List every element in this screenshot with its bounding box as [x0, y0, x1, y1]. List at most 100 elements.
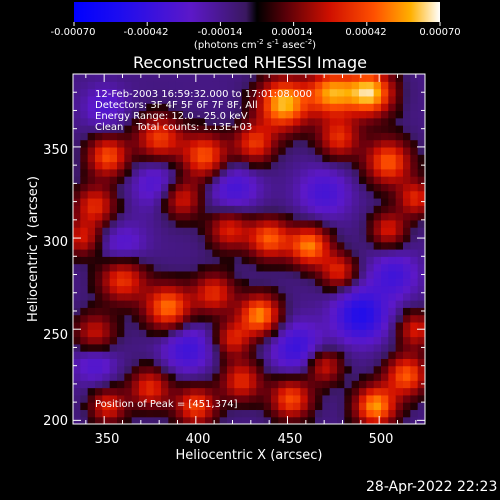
heatmap-cell	[241, 380, 250, 389]
heatmap-cell	[227, 110, 235, 119]
heatmap-cell	[256, 88, 265, 97]
heatmap-cell	[124, 95, 133, 104]
heatmap-cell	[329, 285, 338, 294]
heatmap-cell	[249, 212, 257, 221]
heatmap-cell	[366, 139, 375, 148]
heatmap-cell	[300, 132, 309, 141]
heatmap-cell	[293, 285, 301, 294]
heatmap-cell	[263, 321, 272, 330]
heatmap-cell	[410, 234, 419, 243]
heatmap-cell	[197, 336, 206, 345]
heatmap-cell	[161, 81, 169, 90]
heatmap-cell	[219, 292, 228, 301]
heatmap-cell	[117, 365, 125, 374]
heatmap-cell	[219, 190, 228, 199]
heatmap-cell	[344, 321, 353, 330]
heatmap-cell	[146, 409, 155, 418]
heatmap-cell	[241, 227, 250, 236]
heatmap-cell	[329, 125, 338, 133]
heatmap-cell	[293, 74, 301, 82]
heatmap-cell	[124, 329, 133, 338]
heatmap-cell	[175, 380, 184, 389]
heatmap-cell	[300, 380, 309, 389]
heatmap-cell	[95, 329, 103, 338]
heatmap-cell	[80, 154, 89, 163]
heatmap-cell	[227, 103, 235, 112]
heatmap-cell	[190, 270, 199, 279]
heatmap-cell	[95, 314, 103, 323]
heatmap-cell	[212, 176, 221, 184]
heatmap-cell	[417, 117, 425, 126]
heatmap-cell	[102, 234, 111, 243]
heatmap-cell	[373, 81, 382, 90]
heatmap-cell	[293, 321, 301, 330]
heatmap-cell	[315, 263, 323, 272]
heatmap-cell	[153, 212, 162, 221]
heatmap-cell	[87, 168, 96, 177]
heatmap-cell	[146, 146, 155, 155]
heatmap-cell	[109, 95, 118, 104]
heatmap-cell	[161, 358, 169, 367]
heatmap-cell	[417, 183, 425, 192]
heatmap-cell	[131, 372, 140, 381]
heatmap-cell	[205, 183, 213, 192]
heatmap-cell	[168, 387, 177, 396]
heatmap-cell	[227, 329, 235, 338]
heatmap-cell	[329, 270, 338, 279]
heatmap-cell	[197, 197, 206, 206]
heatmap-cell	[315, 351, 323, 359]
heatmap-cell	[131, 278, 140, 287]
heatmap-cell	[359, 190, 367, 199]
heatmap-cell	[153, 314, 162, 323]
heatmap-cell	[315, 219, 323, 228]
heatmap-cell	[249, 336, 257, 345]
heatmap-cell	[293, 249, 301, 257]
heatmap-cell	[351, 117, 360, 126]
heatmap-cell	[183, 285, 191, 294]
heatmap-cell	[227, 351, 235, 359]
heatmap-cell	[351, 161, 360, 170]
heatmap-cell	[219, 139, 228, 148]
heatmap-cell	[307, 380, 316, 389]
heatmap-cell	[307, 205, 316, 214]
heatmap-cell	[249, 168, 257, 177]
heatmap-cell	[227, 95, 235, 104]
heatmap-cell	[381, 358, 389, 367]
heatmap-cell	[95, 81, 103, 90]
heatmap-cell	[219, 314, 228, 323]
heatmap-cell	[146, 307, 155, 316]
heatmap-cell	[109, 314, 118, 323]
heatmap-cell	[373, 183, 382, 192]
heatmap-cell	[95, 321, 103, 330]
heatmap-cell	[168, 409, 177, 418]
heatmap-cell	[381, 329, 389, 338]
heatmap-cell	[293, 103, 301, 112]
heatmap-cell	[293, 205, 301, 214]
heatmap-cell	[146, 234, 155, 243]
heatmap-cell	[175, 88, 184, 97]
heatmap-cell	[307, 394, 316, 403]
heatmap-cell	[381, 110, 389, 119]
heatmap-cell	[293, 314, 301, 323]
heatmap-cell	[263, 365, 272, 374]
heatmap-cell	[373, 365, 382, 374]
x-tick-label: 500	[369, 432, 394, 447]
heatmap-cell	[329, 103, 338, 112]
heatmap-cell	[109, 307, 118, 316]
heatmap-cell	[351, 380, 360, 389]
heatmap-cell	[102, 285, 111, 294]
heatmap-cell	[197, 249, 206, 257]
heatmap-cell	[344, 416, 353, 424]
heatmap-cell	[388, 292, 397, 301]
heatmap-cell	[307, 300, 316, 308]
heatmap-cell	[227, 307, 235, 316]
heatmap-cell	[381, 74, 389, 82]
heatmap-cell	[117, 285, 125, 294]
heatmap-cell	[87, 270, 96, 279]
heatmap-cell	[109, 110, 118, 119]
heatmap-cell	[359, 146, 367, 155]
heatmap-cell	[109, 205, 118, 214]
heatmap-cell	[190, 161, 199, 170]
heatmap-cell	[190, 103, 199, 112]
heatmap-cell	[109, 343, 118, 352]
